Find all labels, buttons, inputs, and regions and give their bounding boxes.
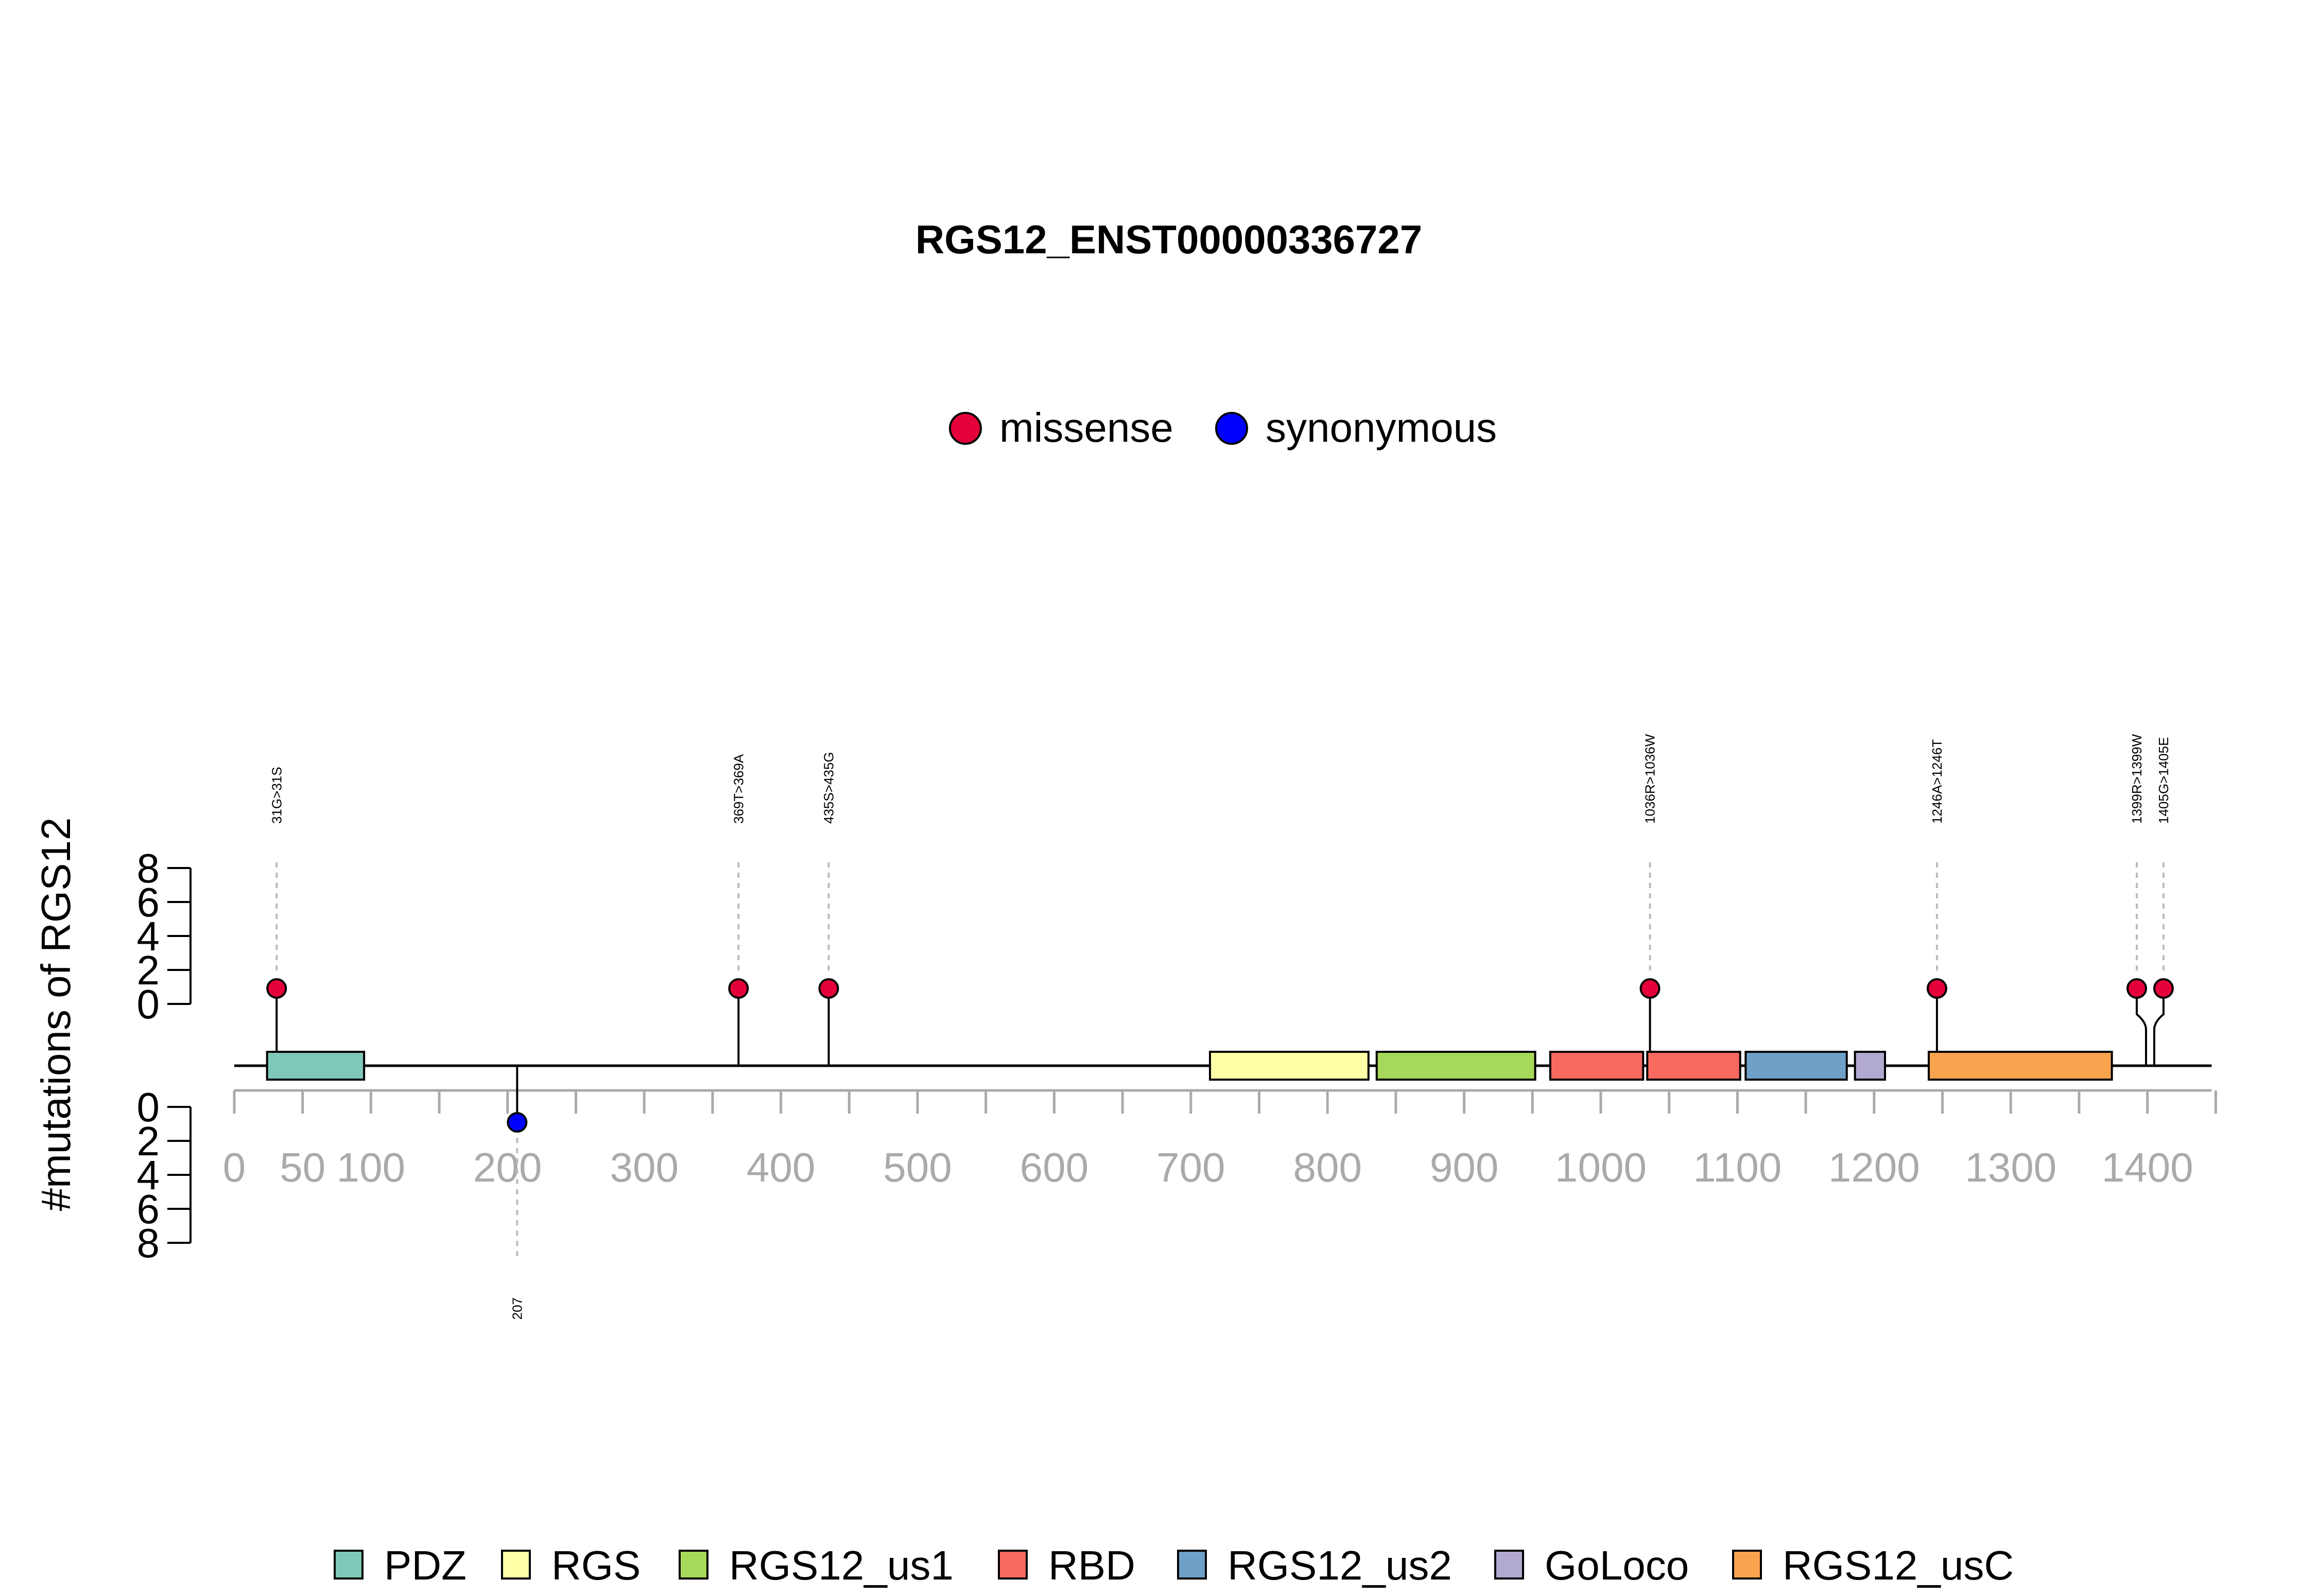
mutation-head-missense xyxy=(2126,978,2147,999)
x-tick-label: 50 xyxy=(280,1144,325,1190)
domain-legend-swatch xyxy=(1732,1550,1762,1580)
mutation-head-missense xyxy=(1926,978,1947,999)
y-tick-label: 2 xyxy=(137,1118,160,1164)
y-tick-label: 4 xyxy=(137,1152,160,1198)
y-tick-label: 8 xyxy=(137,1220,160,1266)
mutation-guides xyxy=(275,862,2165,1256)
domain-RBD xyxy=(1646,1051,1741,1081)
mutation-label: 1399R>1399W xyxy=(2129,734,2145,824)
x-tick-label: 300 xyxy=(610,1144,678,1190)
mutation-head-missense xyxy=(1639,978,1661,999)
domain-RGS12_usC xyxy=(1927,1051,2113,1081)
x-tick-label: 400 xyxy=(747,1144,815,1190)
legend-marker-synonymous xyxy=(1215,412,1248,445)
x-tick-label: 200 xyxy=(473,1144,542,1190)
x-tick-label: 600 xyxy=(1020,1144,1088,1190)
mutation-head-missense xyxy=(2153,978,2174,999)
mutation-type-legend: missense synonymous xyxy=(949,405,1497,450)
x-tick-label: 500 xyxy=(883,1144,952,1190)
x-tick-label: 100 xyxy=(337,1144,405,1190)
y-tick-label: 2 xyxy=(137,947,160,993)
x-tick-label: 1400 xyxy=(2102,1144,2193,1190)
mutation-label: 1036R>1036W xyxy=(1642,734,1658,824)
domain-legend-label: GoLoco xyxy=(1545,1542,1689,1588)
domain-legend-label: RGS12_us1 xyxy=(729,1542,954,1588)
x-tick-label: 1100 xyxy=(1693,1144,1782,1190)
y-axis-label: #mutations of RGS12 xyxy=(33,818,79,1211)
domain-legend-label: PDZ xyxy=(384,1542,466,1588)
mutation-heads: 31G>31S 369T>369A 435S>435G 1036R>1036W 1246… xyxy=(266,734,2174,1320)
domain-PDZ xyxy=(266,1051,366,1081)
domain-GoLoco xyxy=(1854,1051,1887,1081)
mutation-head-missense xyxy=(818,978,839,999)
x-tick-label: 800 xyxy=(1293,1144,1361,1190)
y-tick-label: 8 xyxy=(137,845,160,891)
domain-RBD xyxy=(1549,1051,1645,1081)
legend-marker-missense xyxy=(949,412,982,445)
y-tick-label: 6 xyxy=(137,1186,160,1232)
x-tick-label: 1200 xyxy=(1828,1144,1920,1190)
y-tick-label: 0 xyxy=(137,1084,160,1130)
mutation-label: 1405G>1405E xyxy=(2156,737,2171,824)
domain-RGS xyxy=(1208,1051,1370,1081)
protein-domains xyxy=(266,1051,2113,1081)
mutation-label: 1246A>1246T xyxy=(1929,739,1945,824)
y-tick-label: 4 xyxy=(137,913,160,959)
y-tick-label: 0 xyxy=(137,981,160,1027)
y-tick-label: 6 xyxy=(137,879,160,925)
domain-legend-swatch xyxy=(501,1550,531,1580)
x-tick-label: 700 xyxy=(1156,1144,1225,1190)
x-axis: 0 50 100 200 300 400 500 600 700 800 900 1000 1100 12… xyxy=(223,1089,2217,1190)
chart-title: RGS12_ENST00000336727 xyxy=(915,217,1422,262)
domain-legend-label: RGS xyxy=(551,1542,641,1588)
mutation-label: 435S>435G xyxy=(821,752,836,824)
domain-RGS12_us1 xyxy=(1375,1051,1536,1081)
domain-legend-label: RGS12_usC xyxy=(1783,1542,2014,1588)
domain-legend-swatch xyxy=(679,1550,708,1580)
legend-label-synonymous: synonymous xyxy=(1266,405,1497,450)
x-tick-label: 0 xyxy=(223,1144,246,1190)
domain-legend-swatch xyxy=(998,1550,1028,1580)
mutation-head-synonymous xyxy=(507,1112,528,1133)
domain-legend-label: RBD xyxy=(1048,1542,1135,1588)
mutation-stem xyxy=(2153,988,2165,1066)
mutation-label: 31G>31S xyxy=(269,767,284,824)
mutation-head-missense xyxy=(728,978,749,999)
mutation-head-missense xyxy=(266,978,287,999)
domain-RGS12_us2 xyxy=(1744,1051,1848,1081)
domain-legend: PDZ RGS RGS12_us1 RBD RGS12_us2 GoLoco RGS12_u… xyxy=(334,1542,2014,1588)
mutation-label: 369T>369A xyxy=(731,754,746,824)
domain-legend-swatch xyxy=(334,1550,364,1580)
domain-legend-label: RGS12_us2 xyxy=(1227,1542,1452,1588)
x-tick-label: 900 xyxy=(1430,1144,1498,1190)
domain-legend-swatch xyxy=(1494,1550,1524,1580)
legend-label-missense: missense xyxy=(999,405,1173,450)
mutation-stem xyxy=(2135,988,2147,1066)
x-tick-label: 1300 xyxy=(1965,1144,2056,1190)
mutation-label: 207 xyxy=(509,1297,525,1320)
domain-legend-swatch xyxy=(1177,1550,1207,1580)
x-tick-label: 1000 xyxy=(1555,1144,1647,1190)
